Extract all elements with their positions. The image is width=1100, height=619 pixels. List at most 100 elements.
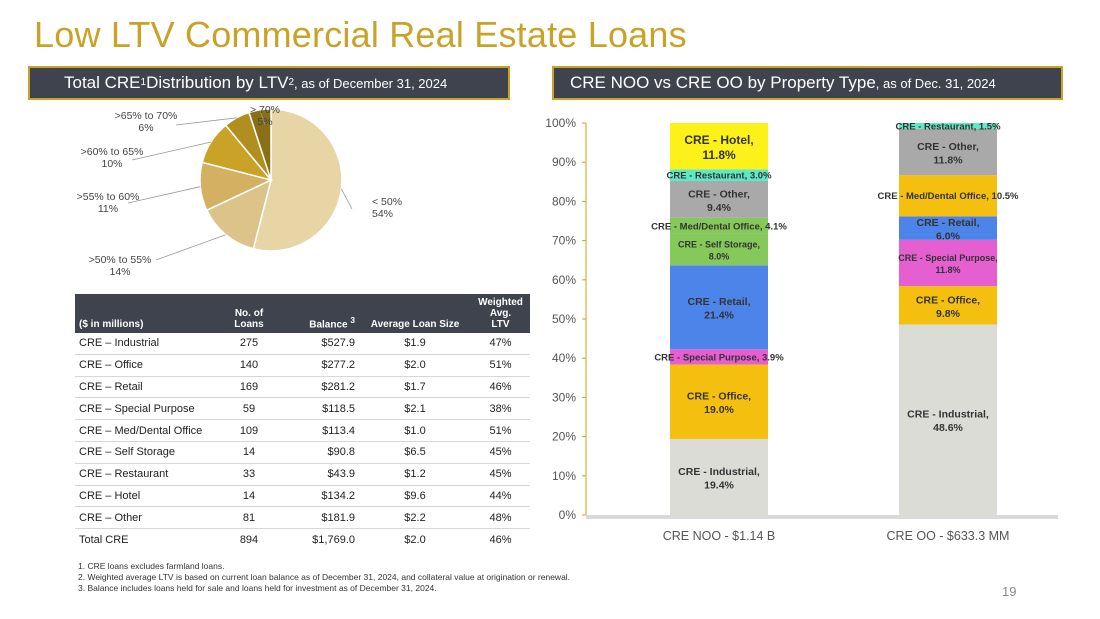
- bar-segment-label: CRE - Special Purpose, 3.9%: [654, 352, 784, 363]
- table-cell: CRE – Self Storage: [75, 441, 217, 464]
- table-row: CRE – Special Purpose 59 $118.5 $2.1 38%: [75, 397, 530, 421]
- bar-segment: [899, 239, 997, 287]
- table-body: CRE – Industrial 275 $527.9 $1.9 47% CRE – Of…: [75, 333, 530, 550]
- pie-slice: [252, 108, 343, 252]
- bar-segment-value: 19.0%: [704, 404, 734, 416]
- bar-segment: [670, 169, 768, 182]
- bar-segment-value: 9.8%: [936, 308, 961, 320]
- table-cell: 45%: [471, 463, 530, 486]
- table-cell: CRE – Hotel: [75, 485, 217, 508]
- table-cell: 109: [217, 419, 281, 442]
- bar-segment: [670, 217, 768, 234]
- table-row: CRE – Med/Dental Office 109 $113.4 $1.0 51%: [75, 419, 530, 442]
- table-cell: 48%: [471, 506, 530, 530]
- table-row: CRE – Office 140 $277.2 $2.0 51%: [75, 354, 530, 377]
- y-tick-label: 60%: [552, 273, 576, 287]
- table-row: CRE – Other 81 $181.9 $2.2 48%: [75, 506, 530, 530]
- bar-segment-label: CRE - Office,: [687, 391, 751, 403]
- bar-segment: [670, 123, 768, 170]
- bar-segment: [670, 233, 768, 266]
- table-row: CRE – Retail 169 $281.2 $1.7 46%: [75, 376, 530, 399]
- table-cell: $2.1: [359, 397, 471, 421]
- footnote-1: 1. CRE loans excludes farmland loans.: [78, 561, 225, 571]
- table-total-row: Total CRE 894 $1,769.0 $2.0 46%: [75, 529, 530, 550]
- bar-segment-label: CRE - Special Purpose,: [898, 253, 998, 263]
- cre-loan-table: ($ in millions) No. of Loans Balance 3 Av…: [75, 294, 530, 550]
- pie-leader-line: [127, 186, 201, 204]
- bar-segment-label: CRE - Other,: [917, 141, 979, 153]
- bar-segment-label: CRE - Office,: [916, 294, 980, 306]
- pie-slice-percent: 14%: [109, 266, 130, 278]
- table-cell: $1.9: [359, 333, 471, 355]
- pie-leader-line: [155, 234, 226, 261]
- x-axis-base: [586, 515, 1058, 519]
- bar-segment-label: CRE - Industrial,: [678, 466, 760, 478]
- header-average-loan-size: Average Loan Size: [370, 319, 460, 330]
- table-cell: 275: [217, 333, 281, 355]
- y-tick-label: 70%: [552, 234, 576, 248]
- pie-slice-percent: 6%: [138, 122, 153, 134]
- pie-header-main: Total CRE: [64, 73, 141, 92]
- bar-segment-value: 8.0%: [709, 252, 730, 262]
- page-title: Low LTV Commercial Real Estate Loans: [34, 14, 687, 55]
- bar-segment-value: 21.4%: [704, 310, 734, 322]
- x-category-label: CRE NOO - $1.14 B: [663, 529, 776, 543]
- bar-segment: [670, 349, 768, 365]
- pie-leader-line: [131, 141, 212, 161]
- y-tick-label: 50%: [552, 312, 576, 326]
- table-cell: $181.9: [281, 506, 359, 530]
- bar-segment-label: CRE - Retail,: [687, 296, 750, 308]
- header-loans: No. of Loans: [217, 294, 281, 333]
- table-cell: $1.0: [359, 419, 471, 442]
- bar-segment-label: CRE - Med/Dental Office, 4.1%: [651, 221, 787, 232]
- bar-segment: [899, 216, 997, 240]
- table-cell: 51%: [471, 419, 530, 442]
- table-row: CRE – Restaurant 33 $43.9 $1.2 45%: [75, 463, 530, 486]
- table-cell: $277.2: [281, 354, 359, 377]
- bar-segment-label: CRE - Other,: [688, 188, 750, 200]
- bar-segment-value: 11.8%: [935, 265, 960, 275]
- bar-segment-value: 19.4%: [704, 479, 734, 491]
- table-cell: 46%: [489, 533, 512, 546]
- header-balance: Balance 3: [281, 294, 359, 333]
- table-cell: Total CRE: [79, 533, 129, 546]
- pie-slice-percent: 11%: [98, 203, 118, 215]
- pie-leader-line: [175, 117, 237, 126]
- y-tick-label: 100%: [545, 116, 576, 130]
- table-cell: 140: [217, 354, 281, 377]
- bar-segment: [899, 123, 997, 129]
- bar-segment: [899, 175, 997, 217]
- table-cell: $1,769.0: [312, 533, 355, 546]
- bar-segment-label: CRE - Industrial,: [907, 409, 989, 421]
- y-tick-label: 20%: [552, 430, 576, 444]
- table-cell: $1.7: [359, 376, 471, 399]
- table-cell: 59: [217, 397, 281, 421]
- table-cell: CRE – Office: [75, 354, 217, 377]
- pie-slice-label: >50% to 55%: [89, 254, 152, 266]
- y-tick-label: 0%: [559, 508, 577, 522]
- table-cell: $1.2: [359, 463, 471, 486]
- table-cell: $43.9: [281, 463, 359, 486]
- pie-slice-label: < 50%: [372, 196, 402, 208]
- header-weighted-ltv: Weighted Avg. LTV: [471, 294, 530, 333]
- table-cell: 169: [217, 376, 281, 399]
- bar-header-suffix: , as of Dec. 31, 2024: [875, 75, 996, 91]
- table-cell: $113.4: [281, 419, 359, 442]
- table-cell: $90.8: [281, 441, 359, 464]
- bar-segment: [670, 265, 768, 350]
- table-row: CRE – Self Storage 14 $90.8 $6.5 45%: [75, 441, 530, 464]
- bar-segment-label: CRE - Restaurant, 3.0%: [666, 171, 772, 182]
- table-row: CRE – Industrial 275 $527.9 $1.9 47%: [75, 333, 530, 355]
- header-loans-line2: Loans: [234, 319, 264, 330]
- table-cell: $134.2: [281, 485, 359, 508]
- bar-header-main: CRE NOO vs CRE OO by Property Type: [570, 73, 876, 92]
- pie-slice-label: >65% to 70%: [115, 110, 178, 122]
- table-cell: CRE – Industrial: [75, 333, 217, 355]
- table-header-row: ($ in millions) No. of Loans Balance 3 Av…: [75, 294, 530, 333]
- table-cell: $527.9: [281, 333, 359, 355]
- header-millions: ($ in millions): [79, 319, 144, 330]
- table-cell: $2.0: [404, 533, 426, 546]
- bar-segment: [670, 438, 768, 515]
- bar-segment-value: 11.8%: [933, 155, 963, 167]
- header-balance-text: Balance: [309, 319, 348, 330]
